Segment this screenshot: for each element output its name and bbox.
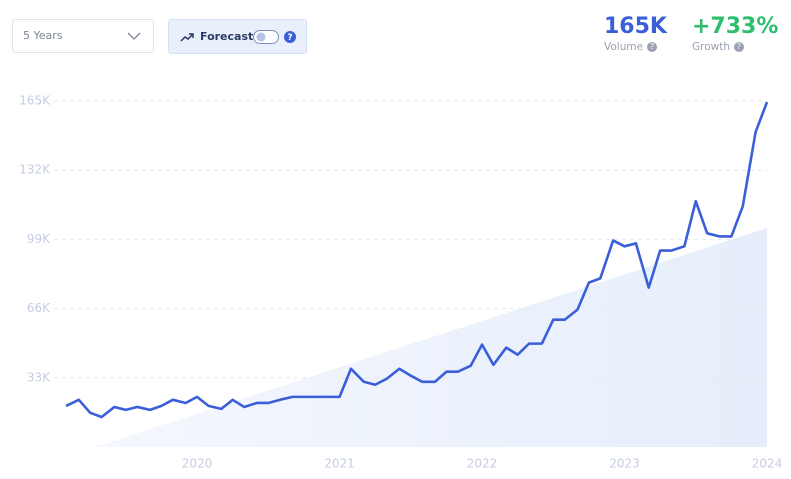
y-tick-label: 33K: [27, 370, 51, 384]
y-tick-label: 132K: [19, 163, 51, 177]
range-label: 5 Years: [23, 29, 63, 42]
x-tick-label: 2024: [752, 457, 783, 471]
x-tick-label: 2021: [324, 457, 355, 471]
growth-stat: +733% Growth?: [692, 14, 779, 53]
volume-label: Volume: [604, 41, 644, 53]
svg-text:?: ?: [287, 33, 292, 43]
data-line: [65, 101, 769, 419]
volume-stat: 165K Volume?: [604, 14, 667, 53]
y-tick-label: 165K: [19, 94, 51, 108]
forecast-label: Forecast: [200, 30, 254, 43]
growth-label: Growth: [692, 41, 731, 53]
y-tick-label: 99K: [27, 232, 51, 246]
toggle[interactable]: ?: [253, 29, 301, 45]
chevron: [127, 32, 141, 40]
forecast-button[interactable]: Forecast ?: [168, 19, 307, 54]
range-dropdown[interactable]: 5 Years: [12, 19, 154, 53]
x-tick-label: 2020: [182, 457, 213, 471]
trend-icon: [180, 33, 194, 42]
growth-value: +733%: [692, 14, 779, 39]
x-tick-label: 2023: [609, 457, 640, 471]
trend-area: [95, 228, 767, 447]
volume-value: 165K: [604, 14, 667, 39]
x-tick-label: 2022: [467, 457, 498, 471]
y-tick-label: 66K: [27, 301, 51, 315]
